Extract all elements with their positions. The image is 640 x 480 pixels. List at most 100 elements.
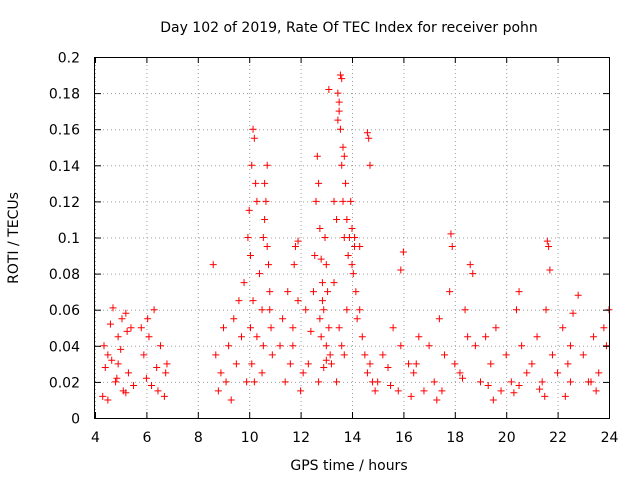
data-point bbox=[348, 261, 356, 269]
data-point bbox=[363, 129, 371, 137]
data-point bbox=[316, 315, 324, 323]
data-point bbox=[243, 378, 251, 386]
data-point bbox=[214, 387, 222, 395]
data-point bbox=[255, 270, 263, 278]
data-point bbox=[502, 351, 510, 359]
data-point bbox=[279, 315, 287, 323]
data-point bbox=[564, 360, 572, 368]
data-point bbox=[140, 351, 148, 359]
data-point bbox=[353, 315, 361, 323]
data-point bbox=[507, 378, 515, 386]
data-point bbox=[246, 252, 254, 260]
data-point bbox=[317, 333, 325, 341]
x-tick-label: 20 bbox=[498, 430, 516, 446]
data-point bbox=[492, 324, 500, 332]
data-point bbox=[356, 243, 364, 251]
data-point bbox=[441, 351, 449, 359]
data-point bbox=[261, 179, 269, 187]
x-tick-label: 24 bbox=[601, 430, 619, 446]
data-point bbox=[548, 351, 556, 359]
data-point bbox=[250, 378, 258, 386]
y-tick-label: 0.08 bbox=[49, 267, 80, 283]
data-point bbox=[399, 248, 407, 256]
data-point bbox=[217, 369, 225, 377]
data-point bbox=[145, 333, 153, 341]
data-point bbox=[438, 387, 446, 395]
data-point bbox=[114, 333, 122, 341]
data-point bbox=[510, 389, 518, 397]
data-point bbox=[330, 197, 338, 205]
y-tick-label: 0.18 bbox=[49, 87, 80, 103]
data-point bbox=[315, 179, 323, 187]
data-point bbox=[253, 333, 261, 341]
x-tick-label: 14 bbox=[344, 430, 362, 446]
y-tick-label: 0.02 bbox=[49, 375, 80, 391]
data-point bbox=[313, 152, 321, 160]
x-tick-label: 10 bbox=[241, 430, 259, 446]
data-point bbox=[209, 261, 217, 269]
y-tick-label: 0.12 bbox=[49, 195, 80, 211]
data-point bbox=[259, 234, 267, 241]
data-point bbox=[258, 306, 266, 314]
data-point bbox=[600, 324, 608, 332]
data-point bbox=[312, 197, 320, 205]
data-point bbox=[389, 324, 397, 332]
data-point bbox=[363, 369, 371, 377]
data-point bbox=[448, 243, 456, 251]
data-point bbox=[124, 369, 132, 377]
data-point bbox=[259, 342, 267, 350]
data-point bbox=[289, 324, 297, 332]
data-point bbox=[302, 306, 310, 314]
data-point bbox=[320, 363, 328, 371]
data-point bbox=[137, 324, 145, 332]
data-point bbox=[433, 396, 441, 404]
data-point bbox=[317, 255, 325, 263]
data-point bbox=[324, 288, 332, 296]
data-point bbox=[456, 369, 464, 377]
data-point bbox=[546, 266, 554, 274]
data-point bbox=[536, 385, 544, 393]
data-point bbox=[412, 360, 420, 368]
data-point bbox=[415, 333, 423, 341]
data-point bbox=[515, 382, 523, 390]
data-point bbox=[315, 378, 323, 386]
data-point bbox=[339, 143, 347, 151]
data-point bbox=[108, 356, 116, 364]
data-point bbox=[512, 306, 520, 314]
data-point bbox=[258, 369, 266, 377]
data-point bbox=[162, 369, 170, 377]
data-point bbox=[371, 387, 379, 395]
data-point bbox=[451, 360, 459, 368]
data-point bbox=[541, 392, 549, 400]
data-point bbox=[309, 288, 317, 296]
data-point bbox=[104, 351, 112, 359]
data-point bbox=[266, 288, 274, 296]
data-point bbox=[351, 234, 359, 241]
data-point bbox=[240, 279, 248, 287]
data-point bbox=[405, 360, 413, 368]
data-point bbox=[365, 134, 373, 142]
data-point bbox=[122, 389, 130, 397]
data-point bbox=[286, 360, 294, 368]
data-point bbox=[113, 374, 121, 382]
data-point bbox=[249, 297, 257, 305]
data-point bbox=[237, 333, 245, 341]
x-tick-label: 22 bbox=[549, 430, 567, 446]
data-point bbox=[387, 382, 395, 390]
data-point bbox=[114, 360, 122, 368]
x-tick-label: 8 bbox=[194, 430, 203, 446]
data-point bbox=[358, 333, 366, 341]
data-point bbox=[227, 396, 235, 404]
data-point bbox=[130, 382, 138, 390]
data-point bbox=[464, 333, 472, 341]
data-point bbox=[338, 342, 346, 350]
data-point bbox=[253, 197, 261, 205]
data-point bbox=[347, 197, 355, 205]
data-point bbox=[230, 315, 238, 323]
data-point bbox=[361, 351, 369, 359]
data-point bbox=[566, 378, 574, 386]
data-point bbox=[322, 356, 330, 364]
y-tick-label: 0.06 bbox=[49, 303, 80, 319]
data-point bbox=[263, 243, 271, 251]
data-point bbox=[379, 351, 387, 359]
